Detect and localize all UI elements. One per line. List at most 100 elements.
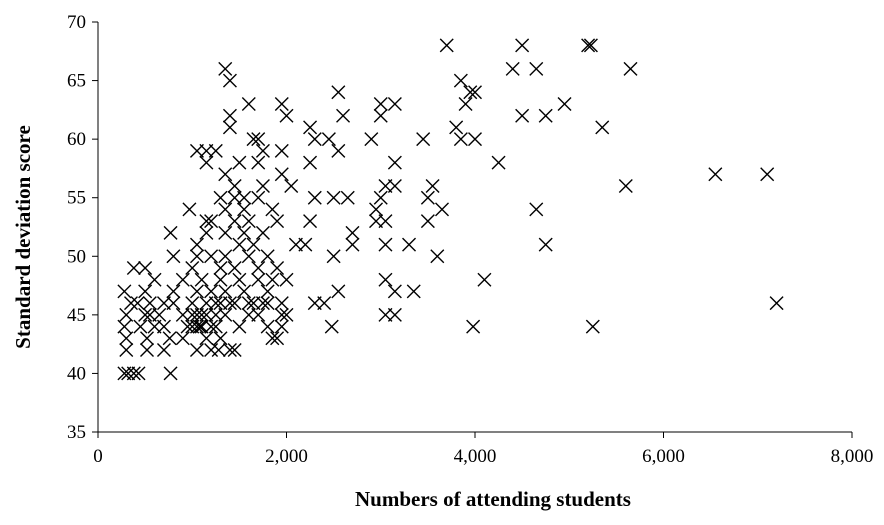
data-point-stroke — [222, 343, 237, 357]
data-point-stroke — [303, 155, 318, 170]
data-point — [213, 331, 228, 346]
data-point — [477, 272, 492, 287]
data-point — [515, 108, 530, 123]
data-point — [406, 284, 421, 299]
x-axis-title: Numbers of attending students — [355, 487, 631, 511]
data-point-stroke — [284, 179, 299, 193]
data-point — [251, 307, 266, 322]
data-point — [138, 284, 153, 299]
data-point — [232, 237, 247, 252]
data-point — [251, 132, 266, 147]
data-point-stroke — [260, 319, 275, 334]
data-point-stroke — [515, 108, 530, 123]
data-point — [251, 155, 266, 170]
data-point-stroke — [303, 120, 318, 135]
data-point — [373, 97, 388, 111]
data-point-stroke — [708, 167, 723, 182]
data-point — [274, 97, 289, 111]
data-point — [260, 249, 275, 264]
data-point-stroke — [515, 38, 530, 53]
data-point-stroke — [270, 261, 285, 275]
data-point — [463, 85, 478, 100]
data-point-stroke — [595, 120, 610, 135]
data-point-stroke — [166, 249, 181, 264]
data-point-stroke — [199, 155, 214, 170]
data-point-stroke — [463, 85, 478, 100]
data-point — [378, 237, 393, 252]
data-point — [336, 108, 351, 123]
data-point — [213, 272, 228, 287]
data-point-stroke — [336, 108, 351, 123]
data-point-stroke — [307, 132, 322, 147]
data-point-stroke — [769, 296, 784, 311]
data-point — [416, 132, 431, 147]
data-point — [218, 202, 233, 217]
data-point — [583, 38, 598, 53]
data-point-stroke — [430, 249, 445, 264]
data-point-stroke — [439, 38, 454, 53]
data-point-stroke — [156, 319, 171, 334]
data-point-stroke — [222, 120, 237, 135]
data-point — [241, 296, 256, 311]
data-point-stroke — [298, 237, 313, 252]
data-point-stroke — [538, 237, 553, 252]
data-point-stroke — [406, 284, 421, 299]
data-point — [321, 132, 336, 147]
y-tick-label: 45 — [67, 305, 86, 326]
data-point — [279, 272, 294, 287]
data-point — [458, 97, 473, 111]
data-point — [189, 319, 204, 334]
data-point — [369, 202, 384, 217]
data-point-stroke — [241, 214, 256, 229]
data-point-stroke — [241, 97, 256, 111]
data-point-stroke — [274, 307, 289, 322]
data-point-stroke — [237, 190, 252, 205]
data-point-stroke — [265, 272, 280, 287]
data-point — [378, 214, 393, 229]
data-point-stroke — [138, 261, 153, 275]
data-point-stroke — [255, 225, 270, 240]
data-point — [557, 97, 572, 111]
data-point-stroke — [279, 108, 294, 123]
data-point-stroke — [453, 132, 468, 147]
y-tick-label: 40 — [67, 363, 86, 384]
data-point — [331, 284, 346, 299]
data-point-stroke — [270, 331, 285, 346]
data-point — [260, 319, 275, 334]
data-point-stroke — [189, 343, 204, 357]
data-point — [420, 214, 435, 229]
data-point-stroke — [218, 61, 233, 76]
data-point — [255, 225, 270, 240]
data-point — [274, 143, 289, 158]
data-point-stroke — [369, 202, 384, 217]
data-point — [270, 331, 285, 346]
data-point — [265, 272, 280, 287]
data-point-stroke — [387, 179, 402, 193]
data-point — [265, 202, 280, 217]
data-point-stroke — [274, 97, 289, 111]
data-point-stroke — [387, 155, 402, 170]
data-point — [222, 108, 237, 123]
data-point-stroke — [251, 307, 266, 322]
data-point-stroke — [279, 307, 294, 322]
data-point-stroke — [237, 202, 252, 217]
data-point — [260, 296, 275, 311]
data-point-stroke — [126, 261, 141, 275]
data-point-stroke — [222, 108, 237, 123]
data-point — [189, 237, 204, 252]
axes — [97, 22, 852, 433]
data-point — [402, 237, 417, 252]
data-point-stroke — [307, 190, 322, 205]
data-point-stroke — [373, 108, 388, 123]
y-tick-label: 70 — [67, 12, 86, 33]
data-point-stroke — [133, 319, 148, 334]
data-point — [326, 249, 341, 264]
data-point-stroke — [345, 225, 360, 240]
data-point-stroke — [255, 179, 270, 193]
data-point — [119, 331, 134, 346]
data-point — [378, 272, 393, 287]
y-tick-label: 60 — [67, 129, 86, 150]
data-point — [232, 272, 247, 287]
data-point — [204, 249, 219, 264]
data-point-stroke — [117, 319, 132, 334]
